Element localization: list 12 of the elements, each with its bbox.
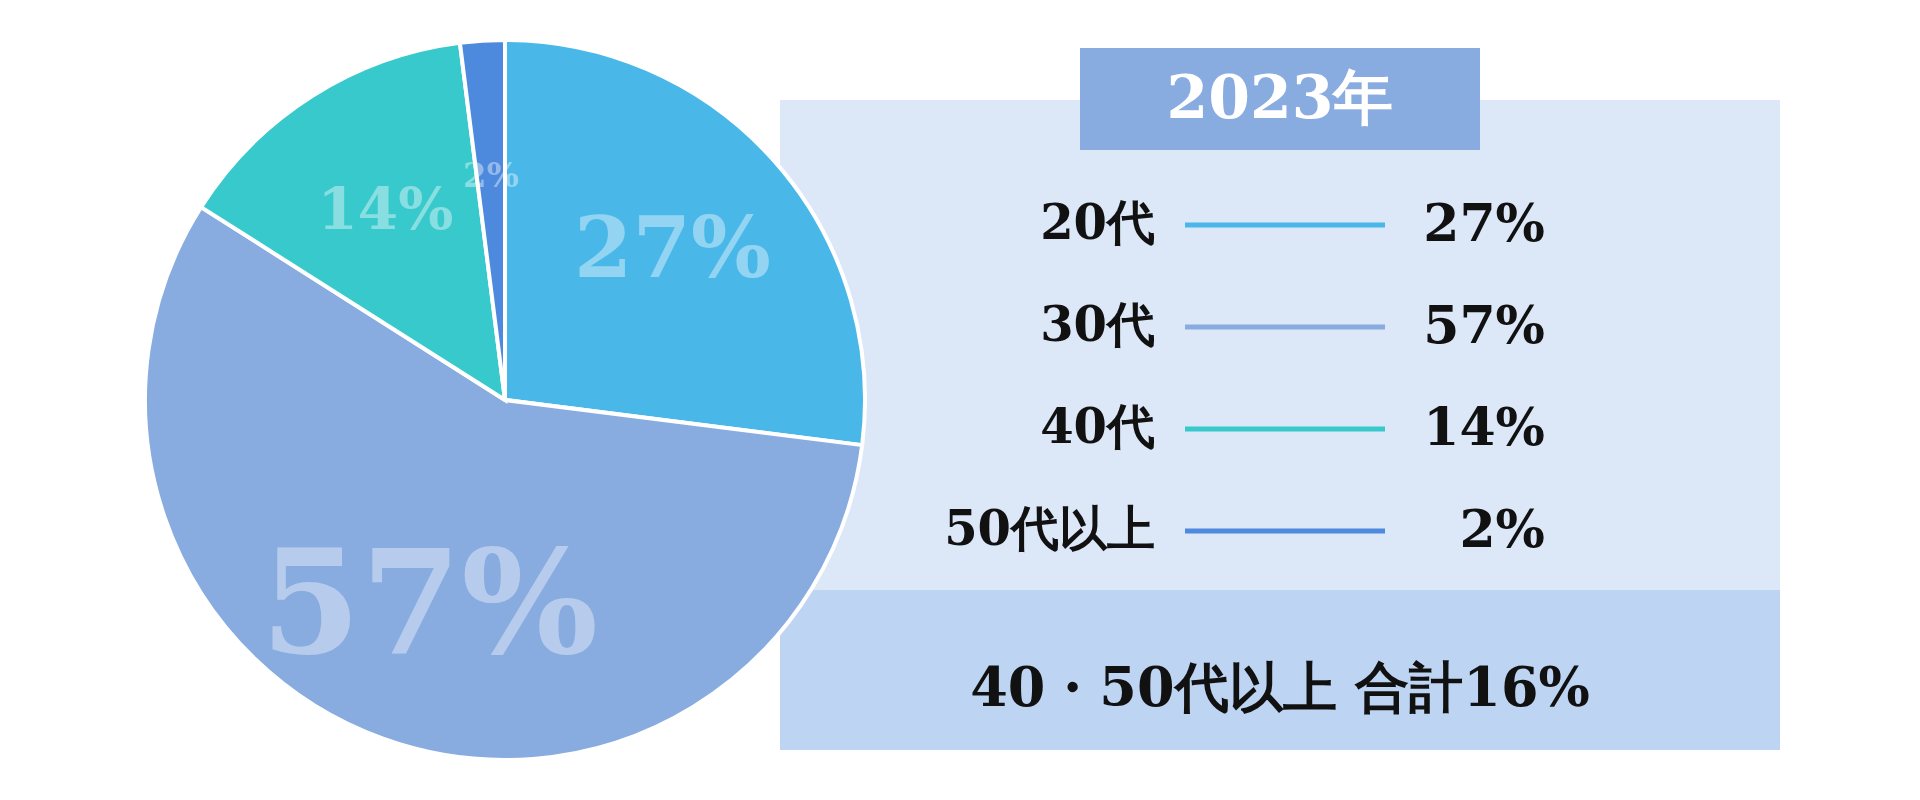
legend-label: 50代以上	[944, 500, 1155, 556]
data-label: 27%	[574, 198, 771, 298]
text: 14%	[1423, 396, 1545, 457]
text: 27%	[1423, 192, 1545, 253]
text: 57%	[1423, 294, 1545, 355]
text: 2%	[1459, 498, 1545, 559]
data-label: 14%	[317, 174, 454, 243]
legend-label: 20代	[1040, 194, 1155, 250]
legend-label: 40代	[1040, 398, 1155, 454]
text: 40・50代以上 合計16%	[970, 655, 1590, 719]
legend-label: 30代	[1040, 296, 1155, 352]
chart-title: 2023年	[1166, 62, 1394, 132]
